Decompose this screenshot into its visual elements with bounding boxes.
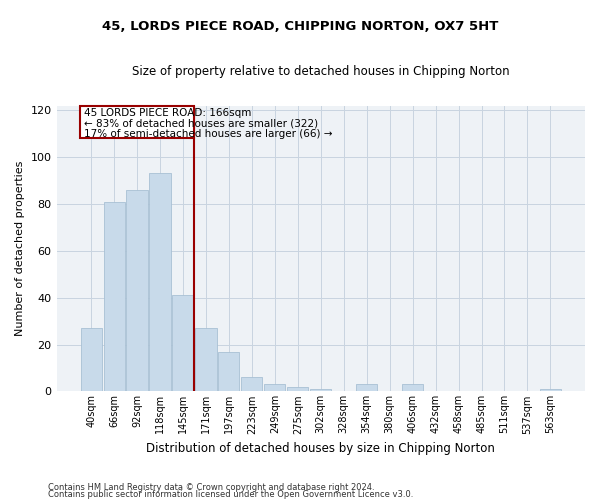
Text: Contains public sector information licensed under the Open Government Licence v3: Contains public sector information licen… xyxy=(48,490,413,499)
Text: 45 LORDS PIECE ROAD: 166sqm: 45 LORDS PIECE ROAD: 166sqm xyxy=(84,108,251,118)
Bar xyxy=(540,389,561,392)
Bar xyxy=(310,389,331,392)
Bar xyxy=(264,384,286,392)
FancyBboxPatch shape xyxy=(80,106,194,138)
Bar xyxy=(127,190,148,392)
Text: 17% of semi-detached houses are larger (66) →: 17% of semi-detached houses are larger (… xyxy=(84,129,333,139)
Bar xyxy=(402,384,423,392)
Bar xyxy=(104,202,125,392)
Y-axis label: Number of detached properties: Number of detached properties xyxy=(15,161,25,336)
Text: 45, LORDS PIECE ROAD, CHIPPING NORTON, OX7 5HT: 45, LORDS PIECE ROAD, CHIPPING NORTON, O… xyxy=(102,20,498,33)
Bar xyxy=(172,296,194,392)
Bar xyxy=(287,386,308,392)
Bar xyxy=(149,174,170,392)
Title: Size of property relative to detached houses in Chipping Norton: Size of property relative to detached ho… xyxy=(132,65,509,78)
Bar xyxy=(80,328,101,392)
X-axis label: Distribution of detached houses by size in Chipping Norton: Distribution of detached houses by size … xyxy=(146,442,495,455)
Bar xyxy=(218,352,239,392)
Bar xyxy=(356,384,377,392)
Bar xyxy=(241,378,262,392)
Bar xyxy=(196,328,217,392)
Text: Contains HM Land Registry data © Crown copyright and database right 2024.: Contains HM Land Registry data © Crown c… xyxy=(48,484,374,492)
Text: ← 83% of detached houses are smaller (322): ← 83% of detached houses are smaller (32… xyxy=(84,118,319,128)
